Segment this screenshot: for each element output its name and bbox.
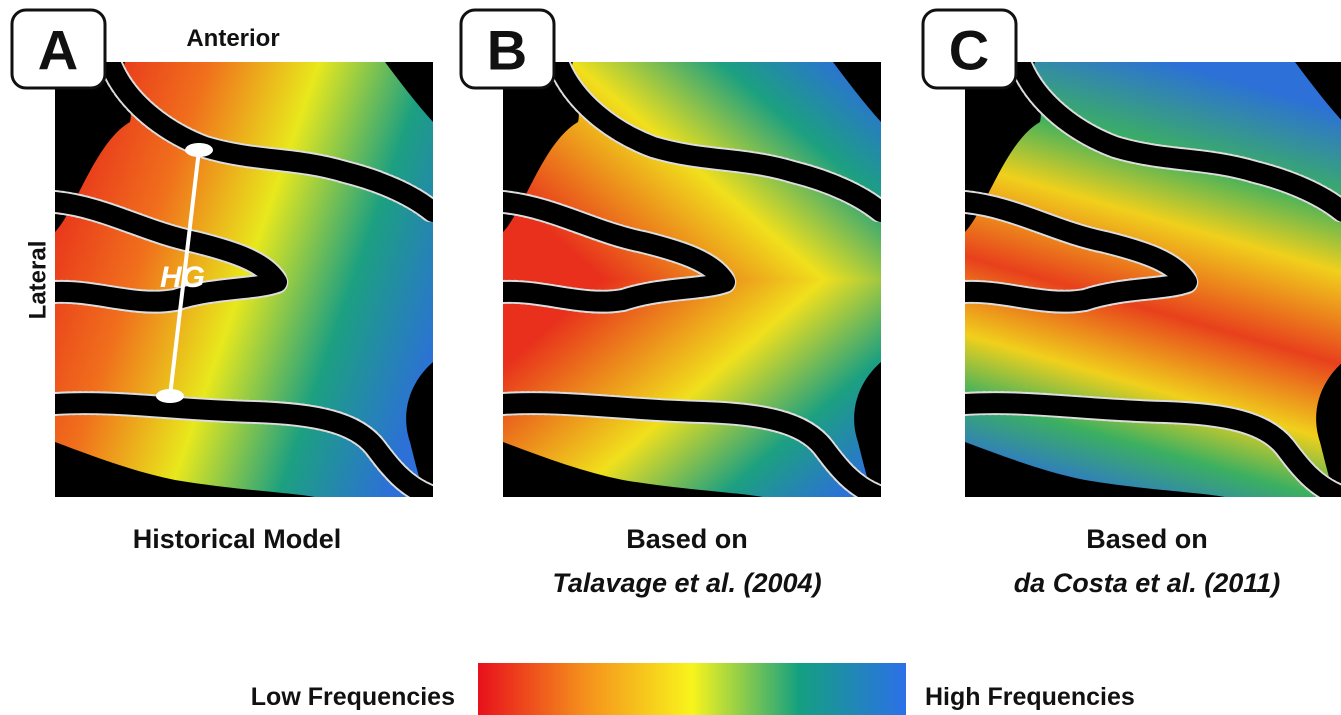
legend-high: High Frequencies [925,683,1135,711]
lateral-label: Lateral [25,241,52,320]
panel-b [503,62,881,497]
panel-a: HG [55,62,433,497]
anterior-label: Anterior [186,25,279,52]
panel-letter: A [38,19,78,82]
hg-label: HG [160,261,205,294]
caption: Based on [1086,524,1208,554]
caption: da Costa et al. (2011) [1014,568,1281,598]
color-scale [478,663,906,715]
caption: Historical Model [133,524,342,554]
panel-c [965,62,1341,497]
caption: Talavage et al. (2004) [552,568,821,598]
caption: Based on [626,524,748,554]
panel-letter: B [487,19,527,82]
figure: HG Anterior Lateral A B C Historical Mod… [0,0,1341,715]
panel-letter: C [949,19,989,82]
legend-low: Low Frequencies [251,683,455,711]
